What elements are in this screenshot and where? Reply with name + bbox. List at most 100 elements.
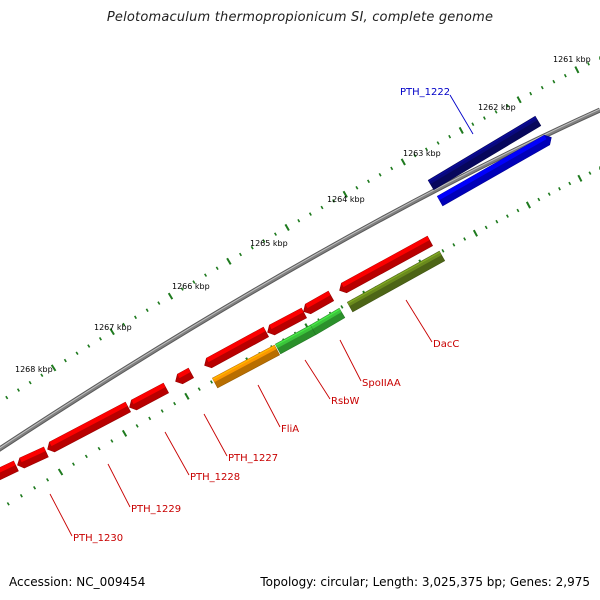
outer-row-tick (215, 266, 219, 271)
outer-row-tick (355, 186, 359, 190)
outer-row-tick (134, 315, 137, 320)
gene-red-small-2 (267, 307, 308, 336)
scale-label-1261: 1261 kbp (553, 55, 591, 64)
gene-red-edge (0, 460, 19, 481)
outer-row-tick (239, 252, 242, 257)
outer-row-tick (332, 199, 336, 203)
scale-label-1268: 1268 kbp (15, 365, 53, 374)
scale-label-1263: 1263 kbp (403, 149, 441, 158)
inner-row-tick (197, 387, 201, 391)
connector-pth1222 (449, 94, 474, 135)
gene-red-3 (204, 326, 270, 369)
gene-pth1222-outer-top-face (428, 116, 538, 185)
outer-row-tick (563, 73, 567, 78)
inner-row-tick (84, 454, 88, 459)
outer-row-tick (413, 153, 417, 158)
gene-pth1222-outer (427, 115, 542, 191)
inner-row-tick (516, 208, 520, 213)
inner-row-tick (160, 409, 164, 413)
genome-backbone (0, 107, 600, 452)
outer-row-tick (50, 364, 57, 372)
inner-row-tick (173, 401, 177, 406)
inner-row-tick (495, 219, 499, 224)
outer-row-tick (529, 91, 533, 96)
outer-row-tick (284, 223, 290, 231)
gene-features (0, 115, 552, 481)
outer-row-tick (192, 280, 196, 284)
gene-red-edge-highlight (0, 461, 15, 470)
inner-row-tick (110, 439, 114, 443)
gene-red-small-2-highlight (269, 308, 303, 327)
inner-row-tick (72, 462, 75, 466)
gene-pth1229-arrow (47, 401, 132, 453)
gene-flia-highlight (212, 345, 276, 380)
outer-row-tick (167, 292, 174, 300)
outer-row-tick (180, 287, 184, 291)
outer-row-tick (471, 122, 475, 126)
outer-row-tick (262, 239, 266, 243)
gene-red-3-highlight (206, 327, 265, 360)
inner-row-tick (46, 478, 50, 482)
gene-pth1222-inner (436, 134, 552, 207)
scale-label-1266: 1266 kbp (172, 282, 210, 291)
gene-pth1230-arrow (17, 446, 49, 469)
inner-row-tick (121, 429, 128, 437)
gene-red-edge-top-face (0, 461, 16, 473)
connector-flia (257, 384, 281, 428)
outer-row-tick (75, 351, 79, 356)
outer-row-tick (40, 373, 44, 378)
connector-pth1230 (49, 493, 73, 537)
outer-row-tick (586, 62, 590, 66)
inner-row-tick (547, 192, 551, 196)
gene-dacc-neighbor-highlight (341, 236, 429, 285)
outer-row-tick (482, 116, 486, 120)
inner-row-tick (210, 380, 213, 384)
scale-label-1262: 1262 kbp (478, 103, 516, 112)
gene-label-pth1222: PTH_1222 (400, 87, 450, 98)
outer-row-tick (516, 96, 522, 104)
backbone-line (0, 108, 600, 451)
label-connectors (49, 94, 474, 537)
outer-row-tick (425, 147, 428, 152)
gene-rsbw (274, 324, 317, 355)
outer-row-tick (367, 179, 370, 184)
gene-flia (211, 344, 281, 389)
outer-row-tick (342, 190, 348, 198)
outer-row-tick (145, 308, 149, 312)
gene-label-pth1227: PTH_1227 (228, 453, 278, 464)
outer-row-tick (87, 344, 91, 348)
inner-row-tick (484, 225, 488, 230)
inner-row-tick (588, 171, 592, 175)
inner-row-tick (537, 197, 541, 202)
figure-title: Pelotomaculum thermopropionicum SI, comp… (106, 10, 494, 25)
inner-row-tick (463, 237, 467, 241)
outer-row-tick (448, 134, 452, 139)
inner-row-tick (525, 201, 531, 209)
gene-dacc-neighbor (339, 235, 434, 294)
outer-row-tick (320, 205, 324, 210)
tick-marks (5, 56, 600, 506)
gene-label-pth1229: PTH_1229 (131, 504, 181, 515)
outer-row-tick (250, 245, 254, 250)
scale-label-1267: 1267 kbp (94, 323, 132, 332)
gene-label-flia: FliA (281, 424, 299, 435)
outer-row-tick (109, 328, 115, 336)
outer-row-tick (157, 301, 161, 305)
outer-row-tick (458, 126, 464, 134)
outer-row-tick (506, 104, 510, 108)
gene-red-small-4 (175, 367, 195, 385)
inner-row-tick (441, 249, 445, 253)
gene-spoiiaa-top-face (310, 308, 342, 330)
outer-row-tick (28, 380, 32, 385)
inner-row-tick (452, 243, 456, 247)
outer-row-tick (122, 322, 126, 327)
connector-pth1228 (164, 431, 190, 476)
gene-spoiiaa (309, 307, 346, 336)
scale-label-1265: 1265 kbp (250, 239, 288, 248)
gene-pth1229-arrow-highlight (49, 402, 127, 444)
outer-row-tick (308, 212, 312, 216)
accession-text: Accession: NC_009454 (9, 575, 146, 589)
outer-row-tick (204, 273, 208, 277)
outer-row-tick (390, 166, 394, 171)
